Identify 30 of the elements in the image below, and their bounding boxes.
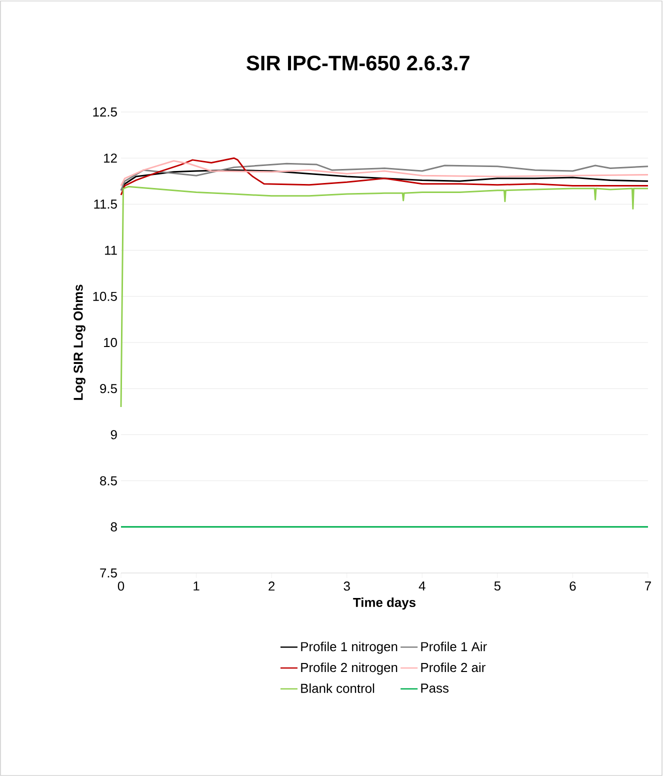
y-tick-label: 10.5 bbox=[93, 292, 117, 301]
x-tick-label: 3 bbox=[344, 582, 350, 591]
x-tick-label: 6 bbox=[570, 582, 576, 591]
legend-label: Blank control bbox=[301, 683, 374, 693]
y-tick-label: 8.5 bbox=[100, 476, 117, 486]
y-tick-label: 10 bbox=[104, 338, 117, 348]
x-tick-label: 4 bbox=[418, 582, 426, 590]
legend-label: Profile 1 Air bbox=[421, 642, 487, 652]
legend-label: Profile 1 nitrogen bbox=[301, 642, 398, 654]
y-tick-label: 11 bbox=[105, 246, 117, 255]
line-series bbox=[120, 162, 649, 192]
chart-title: SIR IPC-TM-650 2.6.3.7 bbox=[246, 56, 470, 70]
legend-label: Pass bbox=[421, 684, 449, 693]
legend-label: Profile 2 air bbox=[421, 662, 486, 672]
y-tick-label: 11.5 bbox=[94, 200, 117, 209]
y-tick-label: 9 bbox=[110, 430, 117, 440]
y-tick-label: 8 bbox=[110, 522, 117, 532]
x-tick-label: 7 bbox=[645, 582, 651, 590]
legend-label: Profile 2 nitrogen bbox=[301, 662, 398, 675]
x-axis-title: Time days bbox=[353, 598, 416, 610]
y-tick-label: 12.5 bbox=[93, 107, 117, 117]
x-tick-label: 1 bbox=[194, 582, 200, 590]
y-tick-label: 9.5 bbox=[100, 384, 117, 394]
line-series bbox=[120, 157, 649, 196]
y-tick-label: 7.5 bbox=[100, 568, 117, 578]
x-tick-label: 0 bbox=[118, 582, 124, 591]
x-tick-label: 2 bbox=[268, 582, 275, 591]
x-tick-label: 5 bbox=[494, 582, 500, 591]
y-tick-label: 12 bbox=[104, 154, 117, 163]
y-axis-title: Log SIR Log Ohms bbox=[73, 284, 86, 400]
